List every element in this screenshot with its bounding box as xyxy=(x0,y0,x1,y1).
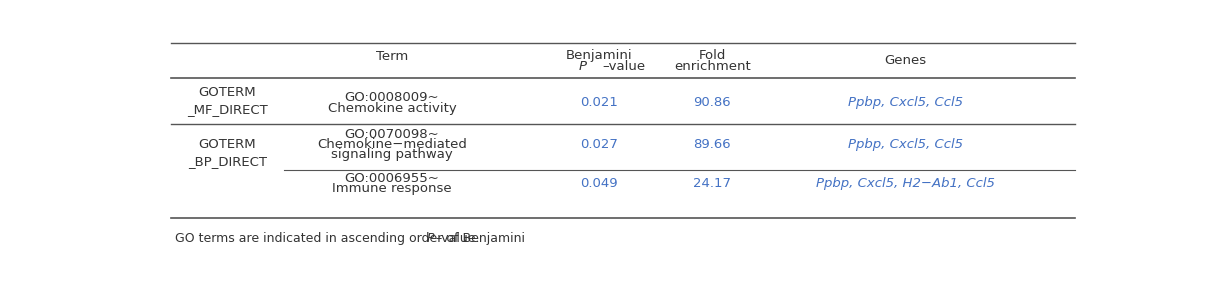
Text: 90.86: 90.86 xyxy=(694,96,731,109)
Text: enrichment: enrichment xyxy=(674,60,751,73)
Text: GO:0006955~: GO:0006955~ xyxy=(345,172,440,185)
Text: GOTERM
_MF_DIRECT: GOTERM _MF_DIRECT xyxy=(187,86,267,116)
Text: signaling pathway: signaling pathway xyxy=(332,148,453,161)
Text: Ppbp, Cxcl5, H2−Ab1, Ccl5: Ppbp, Cxcl5, H2−Ab1, Ccl5 xyxy=(815,177,995,190)
Text: 0.021: 0.021 xyxy=(581,96,618,109)
Text: 89.66: 89.66 xyxy=(694,138,731,151)
Text: 24.17: 24.17 xyxy=(693,177,731,190)
Text: P: P xyxy=(578,60,586,73)
Text: Immune response: Immune response xyxy=(332,182,452,195)
Text: P: P xyxy=(426,232,434,245)
Text: Ppbp, Cxcl5, Ccl5: Ppbp, Cxcl5, Ccl5 xyxy=(848,138,962,151)
Text: –value: –value xyxy=(601,60,645,73)
Text: Chemokine activity: Chemokine activity xyxy=(328,102,457,115)
Text: Term: Term xyxy=(375,50,408,63)
Text: GO:0070098~: GO:0070098~ xyxy=(345,128,440,141)
Text: Ppbp, Cxcl5, Ccl5: Ppbp, Cxcl5, Ccl5 xyxy=(848,96,962,109)
Text: Benjamini: Benjamini xyxy=(566,49,633,62)
Text: GO terms are indicated in ascending order of Benjamini: GO terms are indicated in ascending orde… xyxy=(175,232,530,245)
Text: Chemokine−mediated: Chemokine−mediated xyxy=(317,138,467,151)
Text: Genes: Genes xyxy=(885,54,926,67)
Text: 0.027: 0.027 xyxy=(581,138,618,151)
Text: GOTERM
_BP_DIRECT: GOTERM _BP_DIRECT xyxy=(187,138,267,168)
Text: GO:0008009~: GO:0008009~ xyxy=(345,91,440,104)
Text: Fold: Fold xyxy=(699,49,725,62)
Text: –value.: –value. xyxy=(435,232,480,245)
Text: 0.049: 0.049 xyxy=(581,177,618,190)
